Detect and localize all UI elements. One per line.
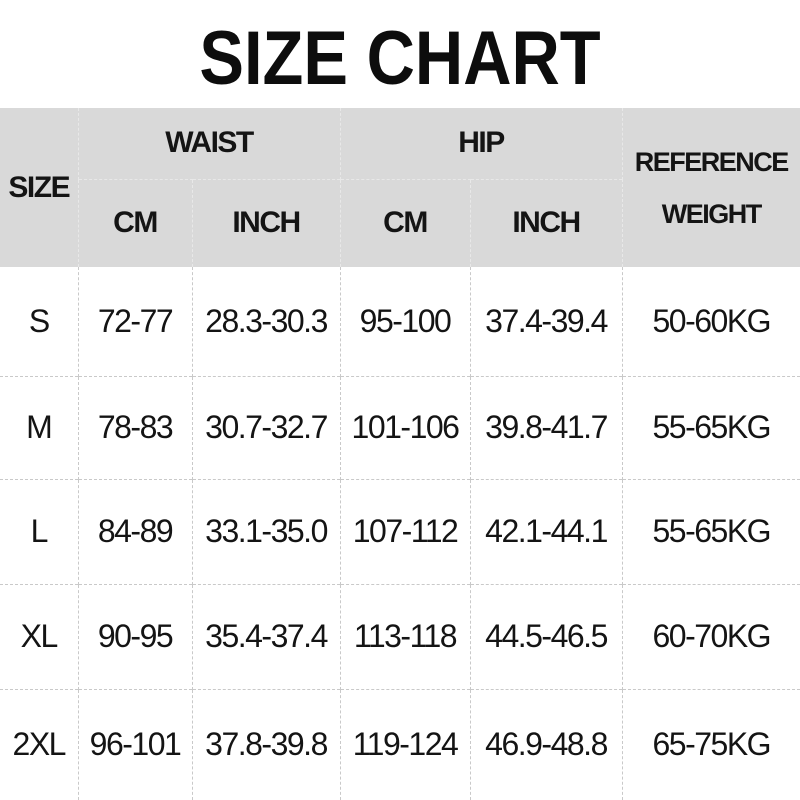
- cell-hip-inch: 39.8-41.7: [469, 375, 623, 479]
- header-reference-weight: REFERENCE WEIGHT: [621, 108, 800, 267]
- cell-weight: 65-75KG: [621, 688, 800, 800]
- header-hip-inch: INCH: [469, 178, 623, 267]
- cell-waist-inch: 28.3-30.3: [191, 267, 340, 376]
- cell-hip-inch: 37.4-39.4: [469, 267, 623, 376]
- cell-waist-cm: 90-95: [77, 583, 192, 689]
- table-body: S 72-77 28.3-30.3 95-100 37.4-39.4 50-60…: [0, 267, 800, 800]
- header-reference-line1: REFERENCE: [634, 146, 790, 177]
- table-row: 2XL 96-101 37.8-39.8 119-124 46.9-48.8 6…: [0, 688, 800, 800]
- cell-hip-inch: 42.1-44.1: [469, 478, 623, 584]
- page-title: SIZE CHART: [0, 0, 800, 108]
- cell-hip-inch: 44.5-46.5: [469, 583, 623, 689]
- cell-hip-cm: 95-100: [339, 267, 470, 376]
- cell-size: M: [0, 375, 78, 479]
- cell-size: S: [0, 267, 78, 376]
- cell-weight: 50-60KG: [621, 267, 800, 376]
- cell-hip-cm: 101-106: [339, 375, 470, 479]
- cell-size: XL: [0, 583, 78, 689]
- cell-size: 2XL: [0, 688, 78, 800]
- table-row: S 72-77 28.3-30.3 95-100 37.4-39.4 50-60…: [0, 267, 800, 376]
- cell-hip-cm: 107-112: [339, 478, 470, 584]
- cell-weight: 55-65KG: [621, 478, 800, 584]
- cell-waist-cm: 84-89: [77, 478, 192, 584]
- cell-waist-cm: 72-77: [77, 267, 192, 376]
- table-row: XL 90-95 35.4-37.4 113-118 44.5-46.5 60-…: [0, 583, 800, 689]
- header-hip: HIP: [339, 108, 623, 179]
- header-waist: WAIST: [77, 108, 340, 179]
- cell-waist-inch: 30.7-32.7: [191, 375, 340, 479]
- header-reference-line2: WEIGHT: [661, 198, 762, 229]
- cell-hip-cm: 119-124: [339, 688, 470, 800]
- header-waist-inch: INCH: [191, 178, 340, 267]
- table-row: L 84-89 33.1-35.0 107-112 42.1-44.1 55-6…: [0, 478, 800, 584]
- cell-size: L: [0, 478, 78, 584]
- cell-waist-cm: 78-83: [77, 375, 192, 479]
- header-waist-cm: CM: [77, 178, 192, 267]
- cell-weight: 55-65KG: [621, 375, 800, 479]
- size-table: SIZE WAIST HIP REFERENCE WEIGHT CM INCH …: [0, 108, 800, 800]
- cell-weight: 60-70KG: [621, 583, 800, 689]
- header-size: SIZE: [0, 108, 78, 267]
- cell-hip-inch: 46.9-48.8: [469, 688, 623, 800]
- cell-waist-inch: 35.4-37.4: [191, 583, 340, 689]
- cell-hip-cm: 113-118: [339, 583, 470, 689]
- page-title-text: SIZE CHART: [199, 15, 601, 101]
- cell-waist-inch: 33.1-35.0: [191, 478, 340, 584]
- table-header: SIZE WAIST HIP REFERENCE WEIGHT CM INCH …: [0, 108, 800, 267]
- table-row: M 78-83 30.7-32.7 101-106 39.8-41.7 55-6…: [0, 375, 800, 479]
- cell-waist-inch: 37.8-39.8: [191, 688, 340, 800]
- cell-waist-cm: 96-101: [77, 688, 192, 800]
- header-hip-cm: CM: [339, 178, 470, 267]
